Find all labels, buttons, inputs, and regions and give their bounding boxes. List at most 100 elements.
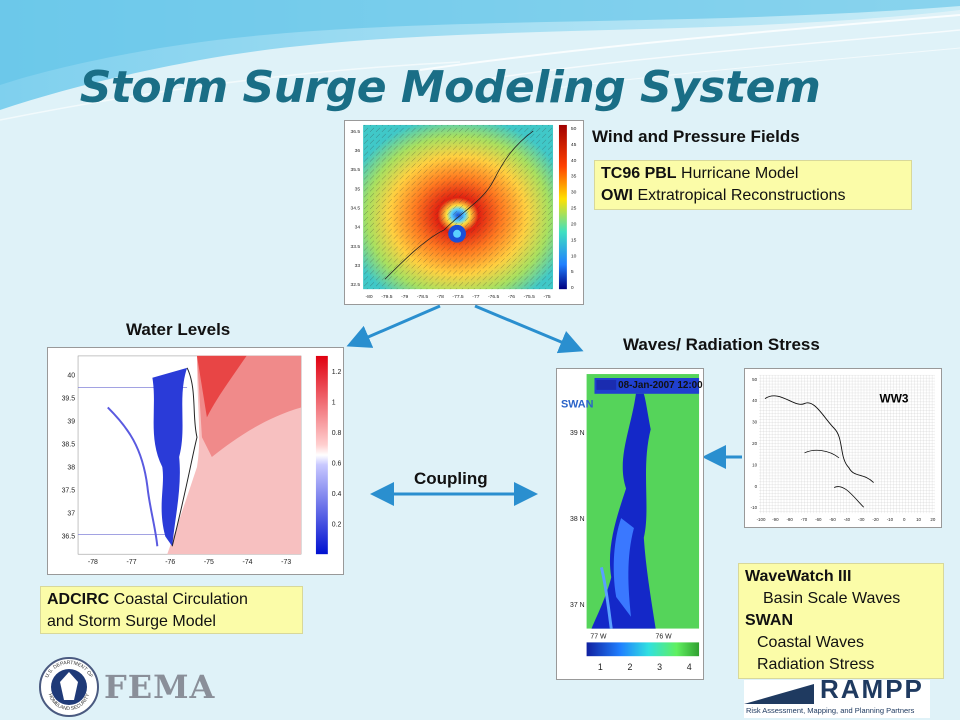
tick-label: 20 — [930, 517, 935, 522]
tick-label: -79.5 — [381, 294, 393, 300]
tick-label: -10 — [751, 505, 758, 510]
tick-label: -40 — [844, 517, 851, 522]
tick-label: -77.5 — [452, 294, 464, 300]
tick-label: 0 — [903, 517, 906, 522]
wavewatch-box: WaveWatch III Basin Scale Waves SWAN Coa… — [738, 563, 944, 679]
owi-label: OWI — [601, 187, 633, 204]
tick-label: 0.4 — [332, 491, 342, 498]
wind-model-box: TC96 PBL Hurricane Model OWI Extratropic… — [594, 160, 912, 210]
tick-label: 0 — [755, 484, 758, 489]
wind-pressure-map: 36.5 36 35.5 35 34.5 34 33.5 33 32.5 -80 -79.5 -79… — [344, 120, 584, 305]
swan-desc-1: Coastal Waves — [757, 634, 864, 651]
dhs-seal-logo: U.S. DEPARTMENT OF HOMELAND SECURITY — [39, 657, 99, 717]
tick-label: 50 — [571, 126, 577, 132]
tick-label: 77 W — [590, 633, 607, 640]
tick-label: 35.5 — [351, 167, 361, 173]
tick-label: 76 W — [655, 633, 672, 640]
tick-label: 36 — [355, 148, 361, 154]
tick-label: -76.5 — [488, 294, 500, 300]
tick-label: -60 — [815, 517, 822, 522]
owi-desc: Extratropical Reconstructions — [633, 187, 846, 204]
coupling-label: Coupling — [414, 469, 488, 488]
swan-timestamp: 08-Jan-2007 12:00 — [618, 380, 703, 391]
page-title: Storm Surge Modeling System — [79, 62, 821, 113]
swan-x-ticks: 77 W 76 W — [590, 633, 672, 640]
tick-label: -73 — [281, 559, 291, 566]
tick-label: 0.8 — [332, 430, 342, 437]
swan-label: SWAN — [561, 399, 594, 411]
tick-label: 35 — [571, 174, 577, 180]
tick-label: 0.6 — [332, 460, 342, 467]
ww3-x-ticks: -100 -90 -80 -70 -60 -50 -40 -30 -20 -10 0 10 20 — [757, 517, 936, 522]
fema-logo-text: FEMA — [104, 668, 216, 706]
swan-map: SWAN 08-Jan-2007 12:00 39 N 38 N 37 N 77 W… — [556, 368, 704, 680]
tick-label: -70 — [801, 517, 808, 522]
rampp-text: RAMPP — [820, 674, 924, 704]
tick-label: -75.5 — [524, 294, 536, 300]
tick-label: 1 — [598, 662, 603, 672]
tick-label: 34 — [355, 225, 361, 231]
tick-label: 35 — [355, 186, 361, 192]
water-levels-heading: Water Levels — [126, 320, 231, 339]
swan-colorbar-ticks: 1 2 3 4 — [598, 662, 692, 672]
tick-label: 20 — [752, 441, 757, 446]
tick-label: 40 — [752, 398, 757, 403]
tick-label: -78 — [437, 294, 444, 300]
wind-x-ticks: -80 -79.5 -79 -78.5 -78 -77.5 -77 -76.5 -76 -75.5… — [365, 294, 550, 300]
swan-title: SWAN — [745, 612, 793, 629]
arrow-to-water-levels — [346, 304, 441, 348]
tick-label: -76 — [508, 294, 515, 300]
tick-label: -90 — [772, 517, 779, 522]
tick-label: -77 — [472, 294, 479, 300]
tick-label: 38 N — [570, 516, 585, 523]
tick-label: 30 — [752, 420, 757, 425]
rampp-triangle-icon — [744, 684, 814, 704]
tick-label: 0.2 — [332, 521, 342, 528]
tick-label: 36.5 — [62, 533, 76, 540]
adcirc-desc-line2: and Storm Surge Model — [47, 613, 216, 630]
rampp-logo: RAMPP Risk Assessment, Mapping, and Plan… — [744, 674, 930, 718]
tick-label: 10 — [752, 462, 757, 467]
tick-label: -78.5 — [417, 294, 429, 300]
tick-label: 10 — [571, 253, 577, 259]
water-y-ticks: 40 39.5 39 38.5 38 37.5 37 36.5 — [62, 373, 76, 541]
tick-label: -78 — [88, 559, 98, 566]
tick-label: 37 — [67, 510, 75, 517]
tick-label: 30 — [571, 190, 577, 196]
tick-label: -100 — [757, 517, 766, 522]
tick-label: 50 — [752, 377, 757, 382]
tick-label: -77 — [127, 559, 137, 566]
water-colorbar-ticks: 1.2 1 0.8 0.6 0.4 0.2 — [332, 369, 342, 529]
wind-heading: Wind and Pressure Fields — [592, 127, 800, 146]
tick-label: -80 — [365, 294, 372, 300]
tick-label: 39 — [67, 419, 75, 426]
swan-y-ticks: 39 N 38 N 37 N — [570, 430, 585, 609]
tick-label: 0 — [571, 285, 574, 291]
tick-label: -10 — [887, 517, 894, 522]
tick-label: 38 — [67, 464, 75, 471]
arrow-to-waves — [474, 304, 584, 354]
tick-label: -20 — [872, 517, 879, 522]
water-levels-map: 40 39.5 39 38.5 38 37.5 37 36.5 -78 -77 -76 -75 -74… — [47, 347, 344, 575]
tick-label: -80 — [786, 517, 793, 522]
tick-label: 36.5 — [351, 129, 361, 135]
waves-heading: Waves/ Radiation Stress — [623, 335, 820, 354]
wind-y-ticks: 36.5 36 35.5 35 34.5 34 33.5 33 32.5 — [351, 129, 361, 288]
ww3-y-ticks: 50 40 30 20 10 0 -10 — [751, 377, 758, 510]
tick-label: 33.5 — [351, 244, 361, 250]
tick-label: 15 — [571, 237, 577, 243]
tick-label: 33 — [355, 263, 361, 269]
tick-label: 25 — [571, 206, 577, 212]
tick-label: 38.5 — [62, 442, 76, 449]
tick-label: 1 — [332, 399, 336, 406]
tick-label: -74 — [243, 559, 253, 566]
tick-label: 32.5 — [351, 282, 361, 288]
tick-label: 45 — [571, 142, 577, 148]
adcirc-box: ADCIRC Coastal Circulation and Storm Sur… — [40, 586, 303, 634]
adcirc-label: ADCIRC — [47, 591, 110, 608]
tick-label: 39 N — [570, 430, 585, 437]
tick-label: 37 N — [570, 602, 585, 609]
tick-label: 2 — [628, 662, 633, 672]
